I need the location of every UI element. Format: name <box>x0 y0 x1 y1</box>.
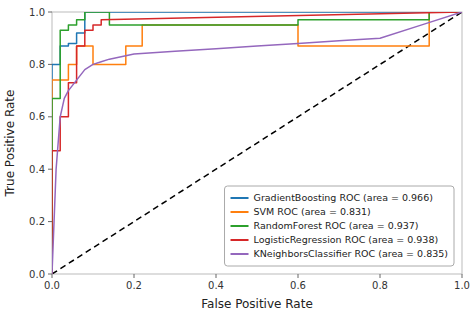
x-tick <box>216 274 217 278</box>
roc-curve <box>52 12 462 274</box>
legend: GradientBoosting ROC (area = 0.966) SVM R… <box>225 186 454 266</box>
legend-box <box>225 186 454 266</box>
legend-label: RandomForest ROC (area = 0.937) <box>254 220 419 231</box>
x-tick-label: 0.8 <box>372 280 388 291</box>
legend-label: GradientBoosting ROC (area = 0.966) <box>254 192 433 203</box>
y-tick <box>48 64 52 65</box>
plot-area <box>52 12 462 274</box>
legend-label: LogisticRegression ROC (area = 0.938) <box>254 234 439 245</box>
chart: 0.0 0.2 0.4 0.6 0.8 1.0 0.0 0.2 0.4 0.6 0.8 1.0 Fals… <box>0 0 474 316</box>
legend-swatch <box>231 239 249 241</box>
y-tick-label: 0.0 <box>29 269 45 280</box>
x-tick-label: 0.4 <box>208 280 224 291</box>
y-tick <box>48 116 52 117</box>
x-tick-label: 1.0 <box>454 280 470 291</box>
y-tick-label: 0.4 <box>29 164 45 175</box>
legend-label: KNeighborsClassifier ROC (area = 0.835) <box>254 248 448 259</box>
x-tick <box>52 274 53 278</box>
x-tick <box>462 274 463 278</box>
y-tick <box>48 274 52 275</box>
x-axis-label: False Positive Rate <box>201 297 313 311</box>
x-tick-label: 0.6 <box>290 280 306 291</box>
roc-curve <box>52 12 462 274</box>
y-tick-label: 0.2 <box>29 216 45 227</box>
x-tick <box>298 274 299 278</box>
y-tick-label: 0.6 <box>29 111 45 122</box>
legend-swatch <box>231 253 249 255</box>
legend-label: SVM ROC (area = 0.831) <box>254 206 371 217</box>
roc-curve <box>52 12 462 274</box>
y-tick <box>48 12 52 13</box>
y-tick-label: 0.8 <box>29 59 45 70</box>
y-axis-label: True Positive Rate <box>3 90 17 198</box>
x-tick <box>134 274 135 278</box>
legend-swatch <box>231 225 249 227</box>
x-tick-label: 0.0 <box>44 280 60 291</box>
y-tick-label: 1.0 <box>29 7 45 18</box>
legend-swatch <box>231 197 249 199</box>
plot-frame <box>52 12 462 274</box>
y-tick <box>48 169 52 170</box>
legend-swatch <box>231 211 249 213</box>
x-tick-label: 0.2 <box>126 280 142 291</box>
roc-curve <box>52 12 462 274</box>
diagonal-line <box>52 12 462 274</box>
x-tick <box>380 274 381 278</box>
roc-curve <box>52 12 462 274</box>
y-tick <box>48 221 52 222</box>
